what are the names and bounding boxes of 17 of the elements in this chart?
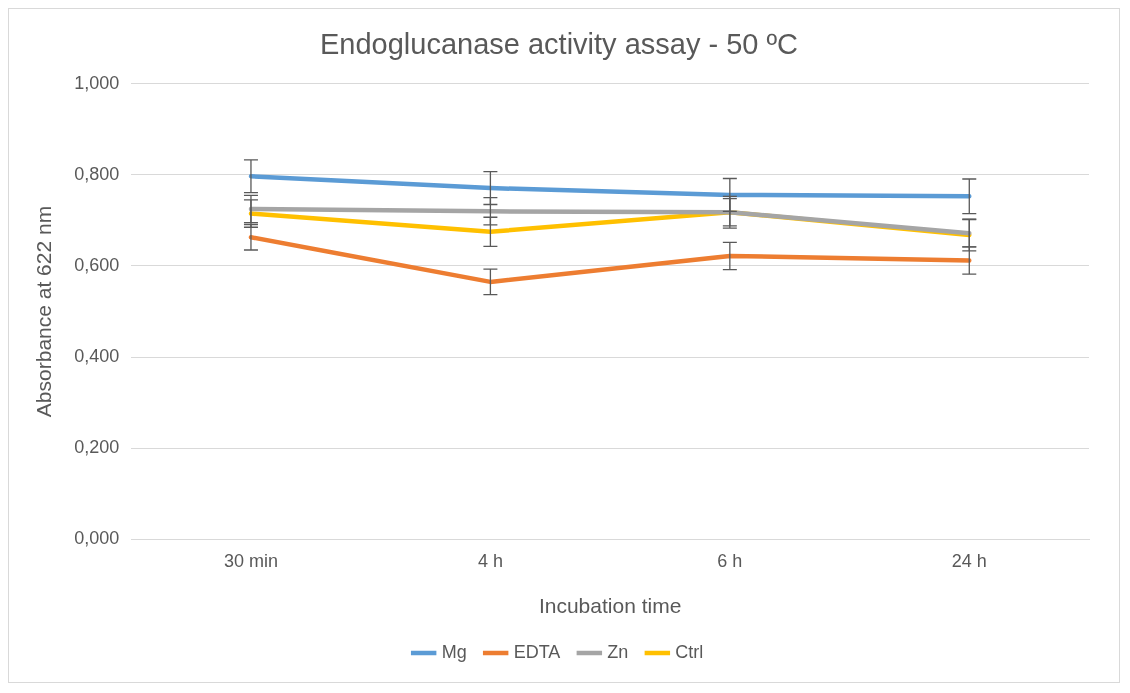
x-axis-title: Incubation time	[538, 594, 682, 618]
legend-label: Ctrl	[675, 641, 704, 662]
y-tick-label: 0,800	[74, 163, 120, 184]
y-tick-label: 1,000	[74, 72, 120, 93]
y-tick-label: 0,600	[74, 254, 120, 275]
y-tick-label: 0,400	[74, 346, 120, 367]
legend-label: EDTA	[513, 641, 561, 662]
y-axis-title: Absorbance at 622 nm	[32, 205, 56, 418]
legend-label: Zn	[607, 641, 629, 662]
x-tick-label: 6 h	[717, 550, 743, 571]
x-tick-label: 4 h	[477, 550, 503, 571]
x-tick-label: 30 min	[223, 550, 278, 571]
x-tick-label: 24 h	[951, 550, 987, 571]
y-tick-label: 0,200	[74, 437, 120, 458]
y-tick-label: 0,000	[74, 528, 120, 549]
legend-label: Mg	[441, 641, 467, 662]
chart-title: Endoglucanase activity assay - 50 ºC	[319, 28, 799, 61]
